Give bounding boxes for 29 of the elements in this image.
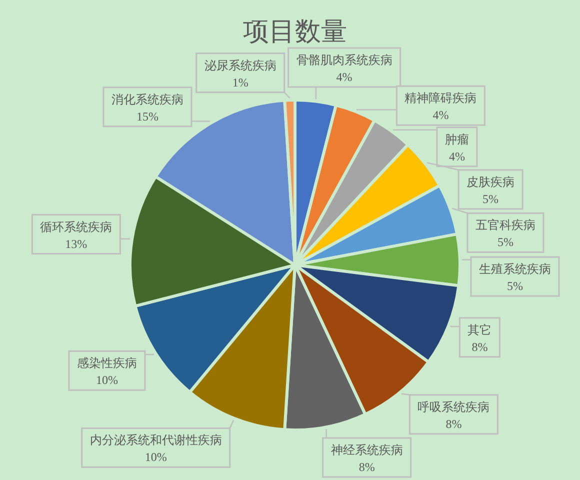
slice-label: 五官科疾病	[475, 218, 536, 232]
data-label: 15%	[136, 109, 158, 124]
data-label: 13%	[65, 236, 88, 251]
slice-label: 其它	[468, 322, 492, 337]
slice-label: 肿瘤	[444, 132, 469, 146]
slice-label: 皮肤疾病	[466, 174, 515, 189]
slice-label: 呼吸系统疾病	[418, 400, 490, 414]
data-label: 1%	[232, 75, 248, 90]
slice-label: 感染性疾病	[76, 356, 137, 370]
slice-label: 骨骼肌肉系统疾病	[296, 53, 392, 67]
data-label: 10%	[144, 450, 167, 464]
slice-label: 神经系统疾病	[330, 443, 403, 457]
chart-title: 项目数量	[243, 16, 347, 46]
slice-label: 泌尿系统疾病	[204, 58, 276, 72]
data-label: 8%	[472, 340, 488, 354]
slice-label: 生殖系统疾病	[479, 262, 551, 276]
slice-label: 循环系统疾病	[40, 220, 112, 234]
slice-label: 消化系统疾病	[111, 92, 184, 106]
data-label: 5%	[482, 192, 499, 206]
data-label: 5%	[497, 235, 514, 250]
slice-label: 精神障碍疾病	[404, 91, 477, 106]
data-label: 10%	[96, 373, 118, 388]
data-label: 5%	[507, 279, 523, 294]
data-label: 8%	[358, 460, 375, 474]
data-label: 8%	[446, 416, 462, 431]
slice-label: 内分泌系统和代谢性疾病	[90, 433, 222, 448]
data-label: 4%	[336, 70, 352, 84]
data-label: 4%	[448, 149, 465, 164]
data-label: 4%	[432, 108, 449, 122]
